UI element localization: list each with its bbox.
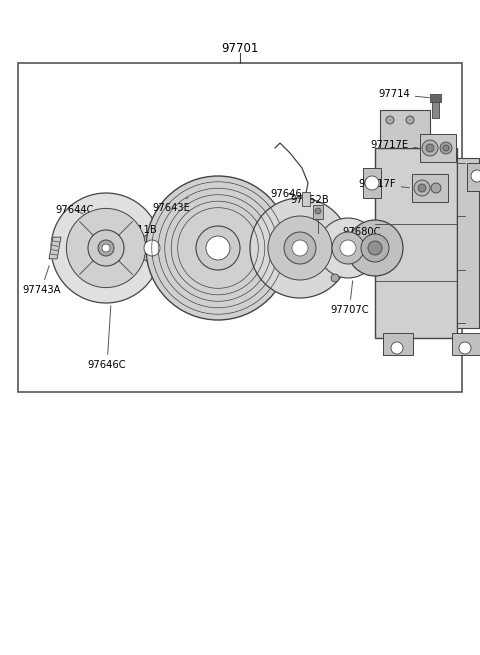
Circle shape [146,176,290,320]
Circle shape [361,234,389,262]
Bar [313,205,323,219]
Circle shape [386,116,394,124]
Circle shape [331,274,339,282]
Circle shape [138,234,166,262]
Circle shape [206,236,230,260]
Circle shape [347,220,403,276]
Bar [375,148,457,338]
Circle shape [414,180,430,196]
Text: 97717E: 97717E [370,140,417,150]
Circle shape [102,244,110,252]
Bar [302,192,310,206]
Circle shape [391,342,403,354]
Text: 97717F: 97717F [358,179,409,189]
Circle shape [418,184,426,192]
Circle shape [426,144,434,152]
Text: 97646: 97646 [270,189,302,199]
Circle shape [144,240,160,256]
Circle shape [88,230,124,266]
Circle shape [365,176,379,190]
Text: 97707C: 97707C [330,281,369,315]
Bar [457,158,479,328]
Circle shape [443,145,449,151]
Circle shape [250,198,350,298]
Circle shape [431,183,441,193]
Circle shape [459,342,471,354]
Circle shape [406,116,414,124]
Text: 97701: 97701 [221,41,259,54]
Bar [430,94,441,102]
Polygon shape [49,237,61,259]
Text: 97643E: 97643E [152,198,190,213]
Circle shape [340,240,356,256]
Text: 97644C: 97644C [55,205,94,215]
Bar [383,333,413,355]
Circle shape [284,232,316,264]
Bar [380,110,430,148]
Text: 97652B: 97652B [290,195,329,209]
Bar [18,63,462,392]
Text: 97680C: 97680C [342,227,381,243]
Text: 97743A: 97743A [22,266,60,295]
Circle shape [292,240,308,256]
Text: 97714: 97714 [378,89,429,99]
Circle shape [471,170,480,182]
Circle shape [318,218,378,278]
Circle shape [368,241,382,255]
Circle shape [196,226,240,270]
Circle shape [98,240,114,256]
Bar [432,100,439,118]
Bar [452,333,480,355]
Bar [467,163,480,191]
Circle shape [440,142,452,154]
Bar [363,168,381,198]
Bar [420,134,456,162]
Text: 97711B: 97711B [118,225,157,239]
Circle shape [268,216,332,280]
Bar [412,174,448,202]
Circle shape [332,232,364,264]
Text: 97646C: 97646C [88,306,126,370]
Circle shape [66,208,145,288]
Circle shape [422,140,438,156]
Circle shape [51,193,161,303]
Circle shape [315,208,321,214]
